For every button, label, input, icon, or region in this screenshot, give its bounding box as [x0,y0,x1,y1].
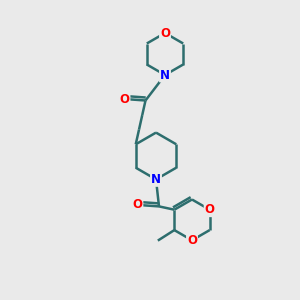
Text: N: N [160,68,170,82]
Text: O: O [205,203,215,216]
Text: O: O [187,234,197,247]
Text: N: N [151,173,161,186]
Text: O: O [160,26,170,40]
Text: O: O [119,92,130,106]
Text: O: O [132,198,142,212]
